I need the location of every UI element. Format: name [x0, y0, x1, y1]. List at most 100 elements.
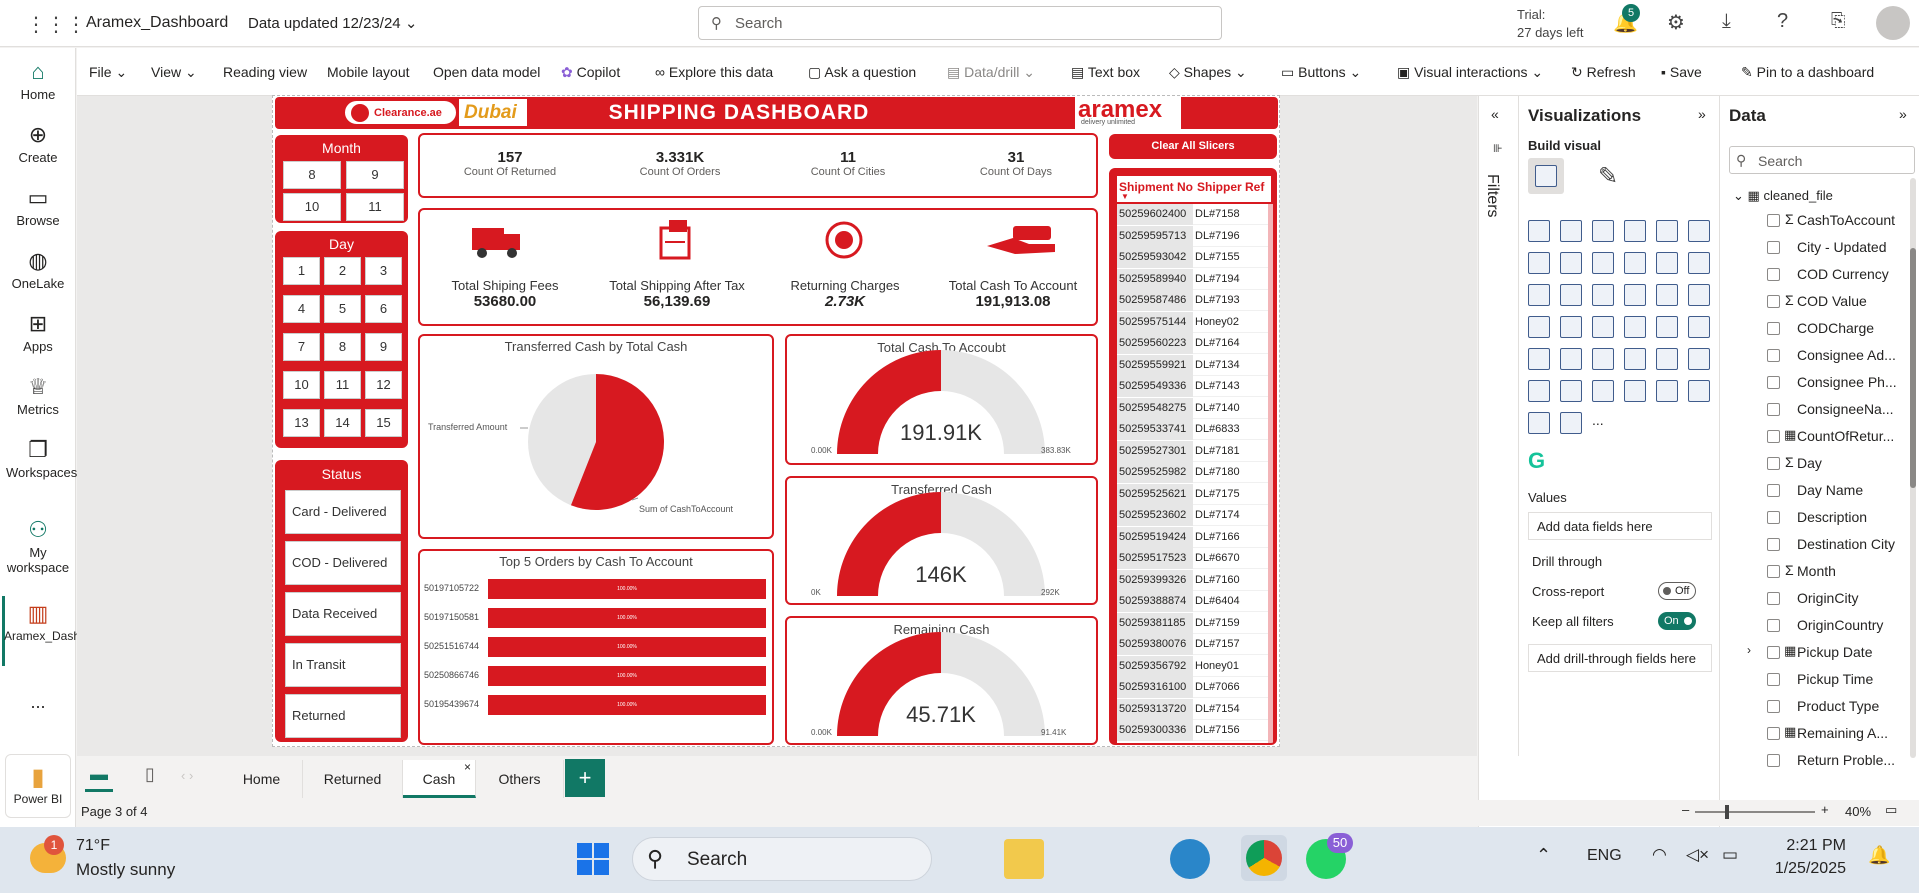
table-row[interactable]: 50259300336 DL#7156	[1117, 720, 1271, 741]
day-option[interactable]: 4	[283, 295, 320, 323]
field-checkbox[interactable]	[1767, 295, 1780, 308]
nav-apps[interactable]: ⊞ Apps	[0, 312, 76, 355]
day-option[interactable]: 12	[365, 371, 402, 399]
language-indicator[interactable]: ENG	[1587, 847, 1622, 864]
view-menu[interactable]: View ⌄	[151, 64, 197, 80]
qa-icon[interactable]	[1560, 380, 1582, 402]
field-item[interactable]: ConsigneeNa...	[1721, 397, 1919, 423]
field-item[interactable]: Product Type	[1721, 694, 1919, 720]
field-item[interactable]: Day Name	[1721, 478, 1919, 504]
day-option[interactable]: 10	[283, 371, 320, 399]
narrative-icon[interactable]	[1592, 380, 1614, 402]
field-item[interactable]: OriginCountry	[1721, 613, 1919, 639]
status-option[interactable]: In Transit	[285, 643, 401, 687]
field-checkbox[interactable]	[1767, 700, 1780, 713]
table-node-cleaned-file[interactable]: ⌄ ▦ cleaned_file	[1733, 188, 1833, 204]
nav-create[interactable]: ⊕ Create	[0, 123, 76, 166]
field-item[interactable]: Description	[1721, 505, 1919, 531]
field-checkbox[interactable]	[1767, 646, 1780, 659]
volume-mute-icon[interactable]: ◁×	[1686, 845, 1710, 864]
field-checkbox[interactable]	[1767, 430, 1780, 443]
funnel-icon[interactable]	[1560, 284, 1582, 306]
tray-chevron-icon[interactable]: ⌃	[1536, 845, 1552, 865]
day-option[interactable]: 7	[283, 333, 320, 361]
table-row[interactable]: 50259595713 DL#7196	[1117, 225, 1271, 247]
table-icon[interactable]	[1624, 348, 1646, 370]
line-clustered-icon[interactable]	[1656, 252, 1678, 274]
field-checkbox[interactable]	[1767, 538, 1780, 551]
desktop-view-icon[interactable]: ▬	[85, 764, 113, 792]
clock-time[interactable]: 2:21 PM	[1786, 837, 1846, 854]
day-option[interactable]: 1	[283, 257, 320, 285]
field-item[interactable]: City - Updated	[1721, 235, 1919, 261]
scatter-icon[interactable]	[1592, 284, 1614, 306]
bar[interactable]: 100.00%	[488, 695, 766, 715]
shape-map-icon[interactable]	[1592, 316, 1614, 338]
nav-aramex-dashboard[interactable]: ▥ Aramex_Dashboard	[0, 602, 111, 644]
keep-filters-toggle[interactable]: On	[1658, 612, 1696, 630]
data-scrollbar[interactable]	[1910, 178, 1916, 758]
copilot-button[interactable]: ✿ Copilot	[561, 64, 620, 81]
map-icon[interactable]	[1528, 316, 1550, 338]
table-row[interactable]: 50259525621 DL#7175	[1117, 483, 1271, 505]
stacked-bar-icon[interactable]	[1528, 220, 1550, 242]
field-checkbox[interactable]	[1767, 457, 1780, 470]
card-icon[interactable]	[1688, 316, 1710, 338]
line-icon[interactable]	[1528, 252, 1550, 274]
month-option[interactable]: 10	[283, 193, 341, 221]
line-column-icon[interactable]	[1624, 252, 1646, 274]
matrix-icon[interactable]	[1656, 348, 1678, 370]
taskbar-search[interactable]: ⚲ Search	[632, 837, 932, 881]
metrics-icon[interactable]	[1624, 380, 1646, 402]
table-row[interactable]: 50259548275 DL#7140	[1117, 397, 1271, 419]
table-row[interactable]: 50259380076 DL#7157	[1117, 634, 1271, 655]
collapse-left-icon[interactable]: «	[1491, 106, 1499, 122]
reading-view-button[interactable]: Reading view	[223, 64, 308, 80]
powerbi-switcher[interactable]: ▮ Power BI	[5, 754, 71, 818]
field-item[interactable]: ▦ CountOfRetur...	[1721, 424, 1919, 450]
table-row[interactable]: 50259381185 DL#7159	[1117, 612, 1271, 634]
data-scrollbar-thumb[interactable]	[1910, 248, 1916, 488]
table-row[interactable]: 50259517523 DL#6670	[1117, 548, 1271, 569]
more-apps-button[interactable]: ...	[30, 692, 46, 712]
field-item[interactable]: OriginCity	[1721, 586, 1919, 612]
field-checkbox[interactable]	[1767, 673, 1780, 686]
table-row[interactable]: 50259525982 DL#7180	[1117, 462, 1271, 483]
nav-workspaces[interactable]: ❐ Workspaces	[0, 438, 77, 481]
day-option[interactable]: 11	[324, 371, 361, 399]
field-item[interactable]: COD Currency	[1721, 262, 1919, 288]
field-checkbox[interactable]	[1767, 619, 1780, 632]
table-row[interactable]: 50259560223 DL#7164	[1117, 333, 1271, 354]
day-option[interactable]: 8	[324, 333, 361, 361]
multi-row-card-icon[interactable]	[1528, 348, 1550, 370]
field-checkbox[interactable]	[1767, 592, 1780, 605]
zoom-slider-thumb[interactable]	[1725, 805, 1729, 819]
file-menu[interactable]: File ⌄	[89, 64, 128, 80]
month-option[interactable]: 8	[283, 161, 341, 189]
slicer-icon[interactable]	[1592, 348, 1614, 370]
key-influencers-icon[interactable]	[1688, 348, 1710, 370]
bar[interactable]: 100.00%	[488, 637, 766, 657]
pin-dashboard-button[interactable]: ✎ Pin to a dashboard	[1741, 64, 1874, 81]
save-button[interactable]: ▪ Save	[1661, 64, 1702, 80]
kpi-icon[interactable]	[1560, 348, 1582, 370]
field-checkbox[interactable]	[1767, 754, 1780, 767]
field-item[interactable]: ▦ › Pickup Date	[1721, 640, 1919, 666]
table-row[interactable]: 50259316100 DL#7066	[1117, 677, 1271, 698]
ribbon-icon[interactable]	[1688, 252, 1710, 274]
table-row[interactable]: 50259589940 DL#7194	[1117, 268, 1271, 290]
field-checkbox[interactable]	[1767, 322, 1780, 335]
nav-browse[interactable]: ▭ Browse	[0, 186, 76, 229]
table-row[interactable]: 50259602400 DL#7158	[1117, 204, 1271, 225]
field-item[interactable]: Consignee Ad...	[1721, 343, 1919, 369]
tab-returned[interactable]: Returned	[303, 760, 403, 798]
area-icon[interactable]	[1560, 252, 1582, 274]
status-option[interactable]: Card - Delivered	[285, 490, 401, 534]
table-row[interactable]: 50259549336 DL#7143	[1117, 376, 1271, 397]
tab-others[interactable]: Others	[476, 760, 564, 798]
field-checkbox[interactable]	[1767, 214, 1780, 227]
nav-home[interactable]: ⌂ Home	[0, 60, 76, 103]
table-row[interactable]: 50259388874 DL#6404	[1117, 591, 1271, 612]
share-icon[interactable]: ⎘	[1831, 10, 1846, 30]
day-option[interactable]: 3	[365, 257, 402, 285]
